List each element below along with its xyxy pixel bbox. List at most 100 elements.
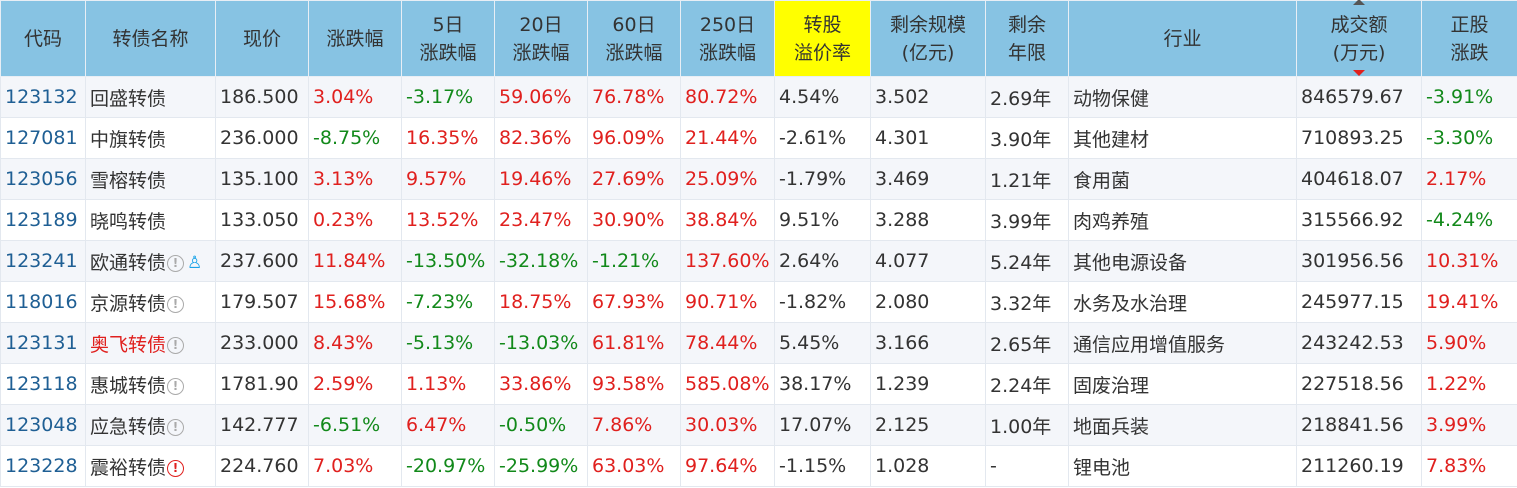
column-header-change-250d[interactable]: 250日 涨跌幅	[680, 0, 775, 77]
warning-icon[interactable]: !	[167, 418, 185, 436]
cell-value: 3.13%	[313, 168, 374, 190]
cell-value: 236.000	[220, 127, 299, 149]
column-header-price[interactable]: 现价	[215, 0, 309, 77]
warning-icon[interactable]: !	[167, 336, 185, 354]
bond-name-link[interactable]: 震裕转债	[90, 456, 167, 479]
bond-code-link[interactable]: 123056	[5, 168, 78, 190]
table-row[interactable]: 123228 震裕转债! 224.760 7.03% -20.97% -25.99% 63.…	[0, 445, 1517, 487]
cell-remaining-scale: 3.502	[870, 76, 986, 118]
cell-name[interactable]: 京源转债!	[85, 281, 216, 323]
bond-name-link[interactable]: 中旗转债	[90, 128, 167, 151]
bond-code-link[interactable]: 118016	[5, 291, 78, 313]
cell-name[interactable]: 晓鸣转债	[85, 199, 216, 241]
cell-change-250d: 38.84%	[680, 199, 775, 241]
bond-name-link[interactable]: 雪榕转债	[90, 169, 167, 192]
bond-code-link[interactable]: 123241	[5, 250, 78, 272]
warning-icon[interactable]: !	[167, 377, 185, 395]
bond-name-link[interactable]: 京源转债	[90, 292, 167, 315]
cell-value: 133.050	[220, 209, 299, 231]
cell-value: 9.51%	[779, 209, 840, 231]
cell-value: 1.028	[875, 455, 930, 477]
person-icon[interactable]: ♙	[187, 253, 203, 273]
cell-value: 2.125	[875, 414, 930, 436]
table-row[interactable]: 123056 雪榕转债 135.100 3.13% 9.57% 19.46% 27.69% 2…	[0, 158, 1517, 200]
table-row[interactable]: 123048 应急转债! 142.777 -6.51% 6.47% -0.50% 7.86%…	[0, 404, 1517, 446]
table-row[interactable]: 127081 中旗转债 236.000 -8.75% 16.35% 82.36% 96.09…	[0, 117, 1517, 159]
column-header-turnover[interactable]: 成交额 (万元)	[1296, 0, 1422, 77]
cell-name[interactable]: 震裕转债!	[85, 445, 216, 487]
bond-code-link[interactable]: 123228	[5, 455, 78, 477]
cell-name[interactable]: 中旗转债	[85, 117, 216, 159]
bond-code-link[interactable]: 123189	[5, 209, 78, 231]
cell-remaining-scale: 3.166	[870, 322, 986, 364]
cell-value: 4.301	[875, 127, 930, 149]
bond-name-link[interactable]: 惠城转债	[90, 374, 167, 397]
cell-change-60d: 96.09%	[587, 117, 681, 159]
header-label: 剩余规模	[889, 13, 966, 36]
column-header-change[interactable]: 涨跌幅	[308, 0, 402, 77]
cell-code[interactable]: 123189	[0, 199, 86, 241]
cell-code[interactable]: 123228	[0, 445, 86, 487]
table-row[interactable]: 123132 回盛转债 186.500 3.04% -3.17% 59.06% 76.78%…	[0, 76, 1517, 118]
bond-name-link[interactable]: 奥飞转债	[90, 333, 167, 356]
column-header-premium-rate[interactable]: 转股 溢价率	[774, 0, 871, 77]
cell-code[interactable]: 123118	[0, 363, 86, 405]
cell-remaining-years: 3.32年	[985, 281, 1069, 323]
cell-value: 2.65年	[990, 333, 1052, 356]
column-header-industry[interactable]: 行业	[1068, 0, 1297, 77]
column-header-change-5d[interactable]: 5日 涨跌幅	[401, 0, 495, 77]
table-row[interactable]: 123118 惠城转债! 1781.90 2.59% 1.13% 33.86% 93.58%…	[0, 363, 1517, 405]
cell-code[interactable]: 118016	[0, 281, 86, 323]
cell-value: 245977.15	[1301, 291, 1404, 313]
cell-value: 137.60%	[685, 250, 770, 272]
column-header-remaining-scale[interactable]: 剩余规模 (亿元)	[870, 0, 986, 77]
cell-name[interactable]: 奥飞转债!	[85, 322, 216, 364]
bond-name-link[interactable]: 欧通转债	[90, 251, 167, 274]
cell-value: 3.99年	[990, 210, 1052, 233]
cell-code[interactable]: 123131	[0, 322, 86, 364]
column-header-name[interactable]: 转债名称	[85, 0, 216, 77]
cell-change-5d: 6.47%	[401, 404, 495, 446]
cell-value: -5.13%	[406, 332, 474, 354]
cell-value: 1.239	[875, 373, 930, 395]
cell-code[interactable]: 123132	[0, 76, 86, 118]
bond-code-link[interactable]: 123048	[5, 414, 78, 436]
cell-value: 11.84%	[313, 250, 386, 272]
cell-code[interactable]: 123241	[0, 240, 86, 282]
cell-value: 锂电池	[1073, 456, 1131, 479]
table-row[interactable]: 123189 晓鸣转债 133.050 0.23% 13.52% 23.47% 30.90%…	[0, 199, 1517, 241]
sort-desc-icon[interactable]	[1353, 70, 1365, 76]
cell-code[interactable]: 123048	[0, 404, 86, 446]
bond-code-link[interactable]: 127081	[5, 127, 78, 149]
cell-name[interactable]: 惠城转债!	[85, 363, 216, 405]
column-header-remaining-years[interactable]: 剩余 年限	[985, 0, 1069, 77]
cell-change-5d: 1.13%	[401, 363, 495, 405]
sort-asc-icon[interactable]	[1353, 0, 1365, 5]
column-header-change-60d[interactable]: 60日 涨跌幅	[587, 0, 681, 77]
bond-name-link[interactable]: 回盛转债	[90, 87, 167, 110]
column-header-code[interactable]: 代码	[0, 0, 86, 77]
table-row[interactable]: 118016 京源转债! 179.507 15.68% -7.23% 18.75% 67.9…	[0, 281, 1517, 323]
cell-change-250d: 21.44%	[680, 117, 775, 159]
cell-name[interactable]: 雪榕转债	[85, 158, 216, 200]
bond-code-link[interactable]: 123132	[5, 86, 78, 108]
bond-name-link[interactable]: 应急转债	[90, 415, 167, 438]
warning-icon[interactable]: !	[167, 295, 185, 313]
cell-name[interactable]: 应急转债!	[85, 404, 216, 446]
warning-icon[interactable]: !	[167, 459, 185, 477]
warning-icon[interactable]: !	[167, 254, 185, 272]
cell-value: 1.13%	[406, 373, 467, 395]
column-header-change-20d[interactable]: 20日 涨跌幅	[494, 0, 588, 77]
bond-name-link[interactable]: 晓鸣转债	[90, 210, 167, 233]
bond-code-link[interactable]: 123118	[5, 373, 78, 395]
table-row[interactable]: 123131 奥飞转债! 233.000 8.43% -5.13% -13.03% 61.8…	[0, 322, 1517, 364]
cell-value: -32.18%	[499, 250, 579, 272]
cell-change-60d: 63.03%	[587, 445, 681, 487]
column-header-stock-change[interactable]: 正股 涨跌	[1421, 0, 1517, 77]
bond-code-link[interactable]: 123131	[5, 332, 78, 354]
cell-name[interactable]: 回盛转债	[85, 76, 216, 118]
cell-name[interactable]: 欧通转债! ♙	[85, 240, 216, 282]
cell-code[interactable]: 123056	[0, 158, 86, 200]
table-row[interactable]: 123241 欧通转债! ♙ 237.600 11.84% -13.50% -32.18% -…	[0, 240, 1517, 282]
cell-code[interactable]: 127081	[0, 117, 86, 159]
